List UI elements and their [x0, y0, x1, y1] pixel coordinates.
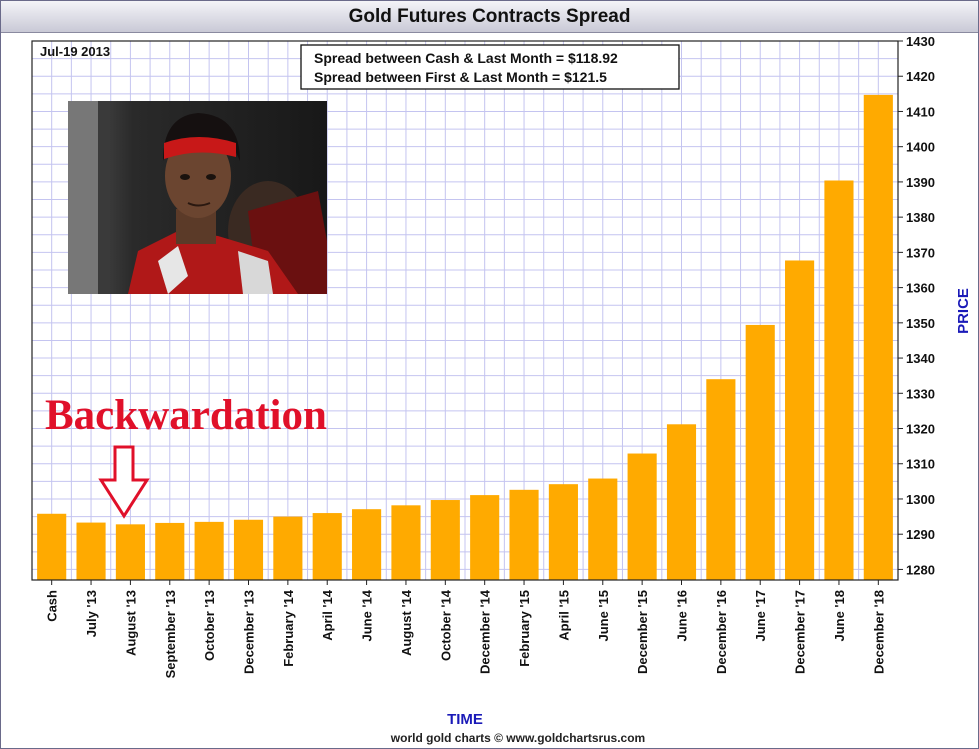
x-tick-label: December '18 [871, 590, 886, 674]
bar-16 [666, 424, 697, 580]
y-tick-label: 1290 [906, 527, 935, 542]
x-tick-label: June '16 [675, 590, 690, 642]
x-tick-label: June '18 [832, 590, 847, 642]
bar-5 [233, 519, 264, 580]
y-tick-label: 1320 [906, 422, 935, 437]
bar-4 [194, 521, 224, 580]
bar-9 [391, 505, 421, 580]
x-tick-label: December '14 [478, 589, 493, 674]
spread-box [300, 44, 680, 90]
bar-14 [588, 478, 618, 580]
y-tick-label: 1360 [906, 281, 935, 296]
bar-7 [312, 513, 342, 580]
x-axis-title: TIME [447, 711, 483, 728]
bar-8 [352, 509, 382, 580]
x-tick-label: June '14 [360, 589, 375, 641]
x-tick-label: December '13 [242, 590, 257, 674]
x-tick-label: December '17 [793, 590, 808, 674]
x-tick-label: October '13 [202, 590, 217, 661]
plot-border [31, 40, 899, 581]
x-tick-label: December '15 [635, 590, 650, 674]
bar-3 [155, 522, 185, 580]
y-tick-label: 1340 [906, 351, 935, 366]
bar-15 [627, 453, 657, 580]
annotation-layer: Jul-19 2013 Spread between Cash & Last M… [40, 44, 972, 745]
axis-layer: 1280 1290 1300 1310 1320 1330 1340 1350 1360 1370… [31, 34, 935, 678]
bar-13 [548, 484, 578, 580]
y-tick-label: 1370 [906, 245, 935, 260]
bar-6 [273, 516, 303, 580]
down-arrow-icon [98, 445, 150, 519]
y-tick-label: 1380 [906, 210, 935, 225]
x-tick-label: February '15 [517, 590, 532, 667]
bar-11 [470, 495, 500, 580]
bar-18 [745, 324, 775, 580]
bar-2 [115, 524, 145, 580]
movie-still-photo [68, 101, 327, 294]
x-tick-label: February '14 [281, 589, 296, 667]
x-tick-label: April '14 [320, 589, 335, 641]
spread-line-1: Spread between Cash & Last Month = $118.… [314, 50, 618, 66]
y-tick-label: 1420 [906, 69, 935, 84]
y-tick-label: 1280 [906, 562, 935, 577]
title-bar: Gold Futures Contracts Spread [1, 1, 978, 33]
x-tick-label: June '15 [596, 590, 611, 642]
x-tick-label: August '14 [399, 589, 414, 656]
backwardation-callout: Backwardation [45, 392, 327, 439]
y-tick-label: 1430 [906, 34, 935, 49]
bar-layer [37, 94, 893, 581]
x-tick-label: December '16 [714, 590, 729, 674]
x-tick-label: September '13 [163, 590, 178, 678]
y-axis-title: PRICE [955, 288, 972, 334]
chart-title: Gold Futures Contracts Spread [348, 6, 631, 27]
x-tick-label: April '15 [556, 590, 571, 641]
y-tick-label: 1300 [906, 492, 935, 507]
y-tick-label: 1310 [906, 457, 935, 472]
bar-21 [863, 94, 893, 581]
x-tick-label: Cash [45, 590, 60, 622]
bar-10 [430, 500, 460, 580]
x-tick-label: July '13 [84, 590, 99, 637]
bar-1 [76, 522, 106, 580]
y-tick-label: 1350 [906, 316, 935, 331]
credit-text: world gold charts © www.goldchartsrus.co… [390, 731, 645, 745]
x-tick-label: June '17 [753, 590, 768, 642]
y-tick-label: 1390 [906, 175, 935, 190]
x-tick-label: August '13 [123, 590, 138, 656]
bar-12 [509, 489, 539, 580]
bar-17 [706, 379, 736, 580]
bar-0 [37, 513, 67, 580]
bar-20 [824, 180, 854, 580]
bar-19 [785, 260, 815, 580]
date-label: Jul-19 2013 [40, 44, 110, 59]
y-tick-label: 1330 [906, 386, 935, 401]
y-tick-label: 1410 [906, 104, 935, 119]
spread-line-2: Spread between First & Last Month = $121… [314, 69, 607, 85]
y-tick-label: 1400 [906, 140, 935, 155]
x-tick-label: October '14 [438, 589, 453, 661]
